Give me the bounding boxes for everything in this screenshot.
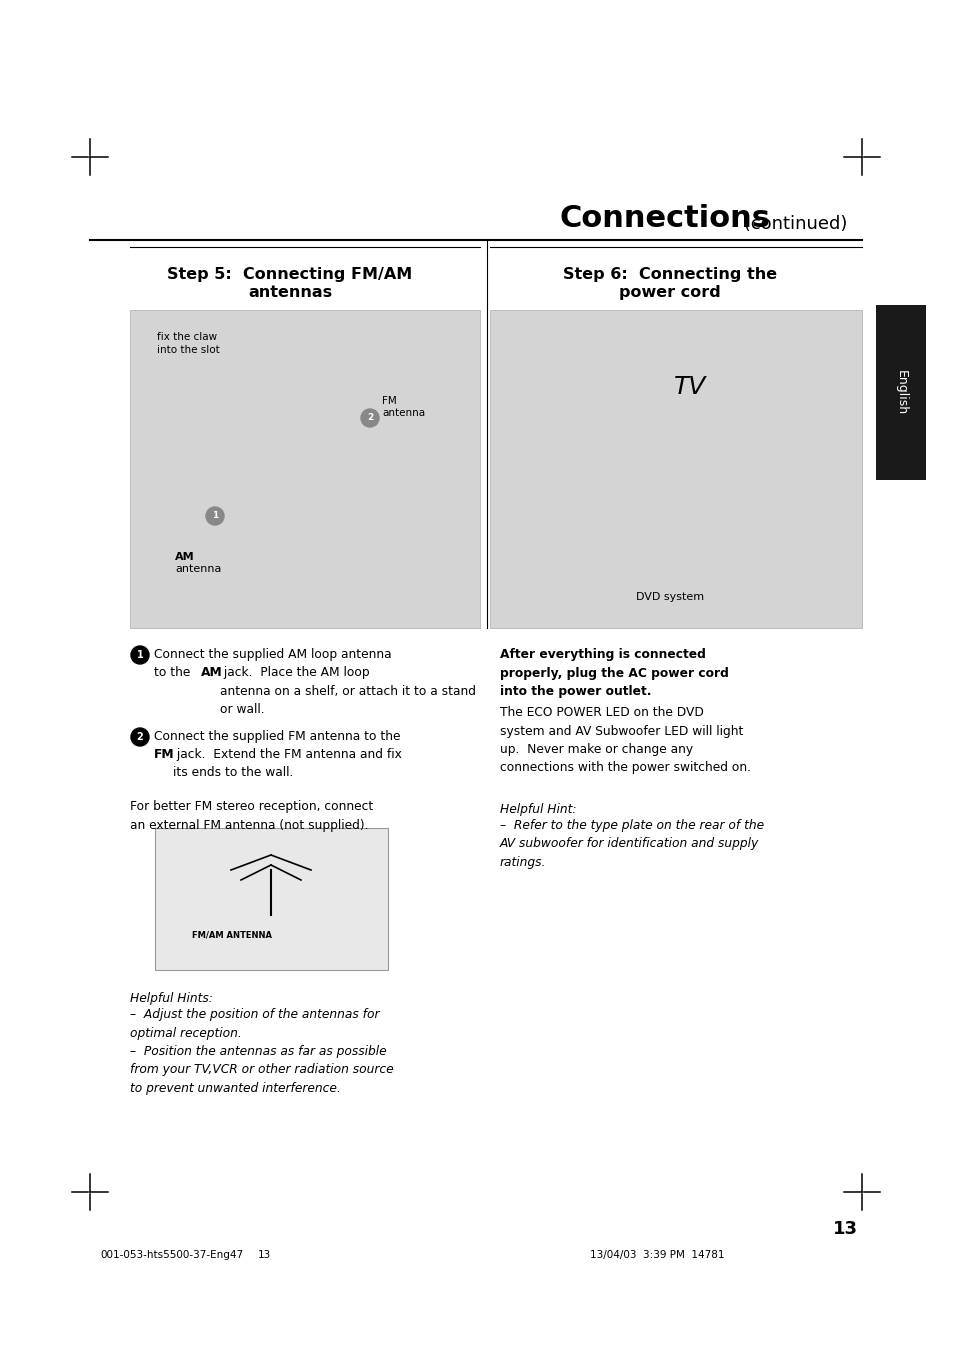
Text: antenna: antenna	[381, 408, 425, 417]
Circle shape	[206, 507, 224, 526]
Bar	[490, 309, 862, 628]
Text: power cord: power cord	[618, 285, 720, 300]
Text: Step 5:  Connecting FM/AM: Step 5: Connecting FM/AM	[167, 267, 413, 282]
Text: For better FM stereo reception, connect
an external FM antenna (not supplied).: For better FM stereo reception, connect …	[130, 800, 373, 831]
Text: FM: FM	[153, 748, 174, 761]
Text: jack.  Extend the FM antenna and fix
its ends to the wall.: jack. Extend the FM antenna and fix its …	[172, 748, 401, 780]
Bar	[875, 305, 925, 480]
Text: Step 6:  Connecting the: Step 6: Connecting the	[562, 267, 777, 282]
Text: AM: AM	[201, 666, 222, 680]
Text: Helpful Hint:: Helpful Hint:	[499, 802, 576, 816]
Text: –  Refer to the type plate on the rear of the
AV subwoofer for identification an: – Refer to the type plate on the rear of…	[499, 819, 763, 869]
Text: 13: 13	[257, 1250, 271, 1260]
Text: jack.  Place the AM loop
antenna on a shelf, or attach it to a stand
or wall.: jack. Place the AM loop antenna on a she…	[220, 666, 476, 716]
Text: –  Adjust the position of the antennas for
optimal reception.
–  Position the an: – Adjust the position of the antennas fo…	[130, 1008, 394, 1096]
Text: FM/AM ANTENNA: FM/AM ANTENNA	[192, 929, 272, 939]
Text: 13: 13	[832, 1220, 857, 1238]
Text: AM: AM	[174, 553, 194, 562]
Bar	[130, 309, 479, 628]
Text: Helpful Hints:: Helpful Hints:	[130, 992, 213, 1005]
Text: Connect the supplied AM loop antenna
to the: Connect the supplied AM loop antenna to …	[153, 648, 392, 680]
Text: 2: 2	[367, 413, 373, 423]
Circle shape	[131, 646, 149, 663]
Text: Connections: Connections	[559, 204, 770, 232]
Text: into the slot: into the slot	[157, 345, 219, 355]
Text: 001-053-hts5500-37-Eng47: 001-053-hts5500-37-Eng47	[100, 1250, 243, 1260]
Text: DVD system: DVD system	[636, 592, 703, 603]
Circle shape	[360, 409, 378, 427]
Text: Connect the supplied FM antenna to the: Connect the supplied FM antenna to the	[153, 730, 400, 762]
Text: antenna: antenna	[174, 563, 221, 574]
Text: TV: TV	[673, 376, 705, 399]
Text: 1: 1	[212, 512, 218, 520]
Text: FM: FM	[381, 396, 396, 407]
Text: 2: 2	[136, 732, 143, 742]
Text: 13/04/03  3:39 PM  14781: 13/04/03 3:39 PM 14781	[589, 1250, 723, 1260]
Text: After everything is connected
properly, plug the AC power cord
into the power ou: After everything is connected properly, …	[499, 648, 728, 698]
Circle shape	[131, 728, 149, 746]
Text: English: English	[894, 370, 906, 415]
Text: 1: 1	[136, 650, 143, 661]
Text: (continued): (continued)	[738, 215, 846, 232]
Text: fix the claw: fix the claw	[157, 332, 217, 342]
Text: The ECO POWER LED on the DVD
system and AV Subwoofer LED will light
up.  Never m: The ECO POWER LED on the DVD system and …	[499, 707, 750, 774]
Text: antennas: antennas	[248, 285, 332, 300]
Bar	[154, 828, 388, 970]
